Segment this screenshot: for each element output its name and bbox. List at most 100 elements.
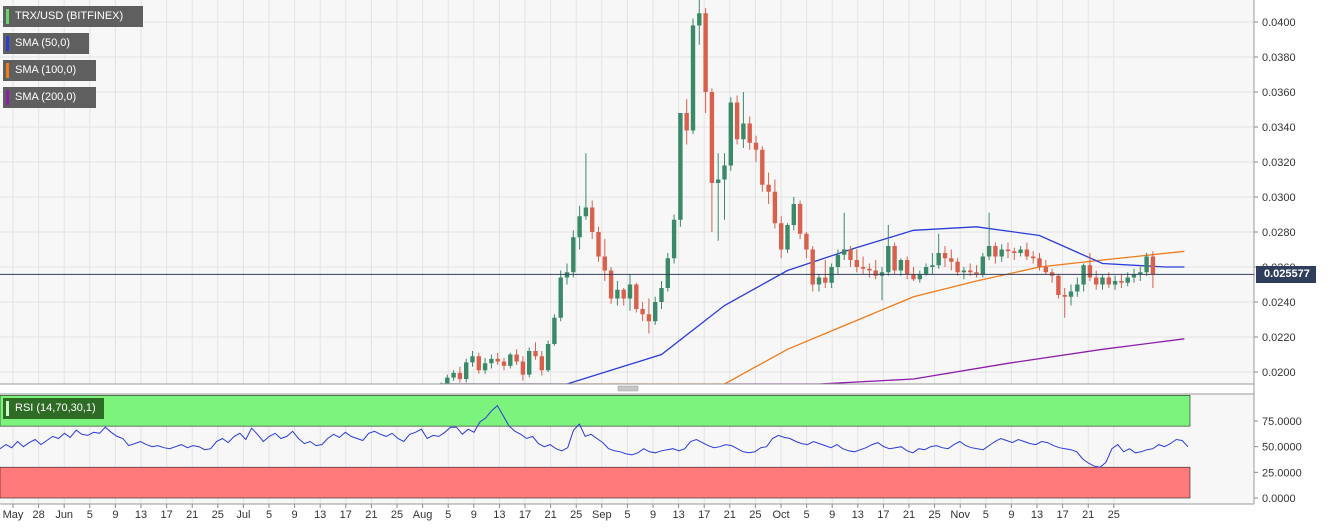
candle-body	[451, 372, 456, 378]
candle-body	[886, 246, 891, 273]
candle	[577, 205, 582, 250]
candle-body	[949, 258, 954, 262]
candle-body	[697, 13, 702, 26]
x-tick-label: 9	[112, 509, 118, 521]
x-tick-label: 13	[672, 509, 684, 521]
x-tick-label: 13	[314, 509, 326, 521]
x-tick-label: 21	[724, 509, 736, 521]
y-tick-label: 0.0280	[1262, 227, 1296, 239]
rsi-tick-label: 75.0000	[1262, 416, 1302, 428]
candle	[848, 246, 853, 267]
candle-body	[659, 288, 664, 302]
candle	[1043, 260, 1048, 274]
legend-sma-200[interactable]: SMA (200,0)	[3, 87, 96, 108]
candle	[785, 223, 790, 253]
legend-sma-100[interactable]: SMA (100,0)	[3, 60, 96, 81]
candle	[1005, 242, 1011, 259]
y-tick-label: 0.0380	[1262, 52, 1296, 64]
last-price-tag: 0.025577	[1256, 266, 1316, 283]
candle	[482, 358, 488, 374]
candle-body	[747, 123, 752, 143]
candle	[520, 356, 526, 381]
candle	[527, 347, 532, 378]
candle-body	[804, 233, 809, 250]
legend-symbol[interactable]: TRX/USD (BITFINEX)	[3, 6, 143, 27]
candle	[955, 258, 960, 276]
candle	[451, 370, 456, 381]
candle-body	[905, 260, 910, 274]
x-tick-label: 17	[698, 509, 710, 521]
candle	[873, 260, 878, 280]
candle	[684, 99, 689, 145]
candle-body	[678, 113, 683, 220]
x-tick-label: 17	[1056, 509, 1068, 521]
candle	[552, 314, 557, 346]
candle-body	[583, 207, 589, 217]
candle-body	[482, 363, 488, 371]
candle	[1024, 242, 1030, 260]
candle	[1119, 274, 1124, 288]
candle	[457, 366, 463, 383]
candle-body	[741, 123, 746, 140]
candle-body	[439, 385, 443, 387]
x-tick-label: 13	[852, 509, 864, 521]
x-tick-label: 28	[32, 509, 44, 521]
candle-body	[999, 249, 1004, 257]
candle	[659, 281, 664, 309]
x-tick-label: 25	[928, 509, 940, 521]
x-tick-label: May	[3, 509, 24, 521]
candle	[665, 253, 670, 292]
candle-body	[930, 265, 935, 267]
candle-body	[816, 277, 822, 285]
y-tick-label: 0.0300	[1262, 192, 1296, 204]
candle	[571, 230, 576, 278]
candle	[653, 296, 658, 325]
candle-body	[671, 219, 677, 259]
candle	[464, 358, 469, 383]
sma-100-line	[441, 250, 1185, 384]
candle-body	[527, 351, 532, 375]
candle	[470, 351, 475, 367]
candle-body	[797, 204, 803, 234]
candle	[1037, 253, 1042, 271]
candle-body	[854, 260, 859, 267]
candle	[867, 263, 872, 278]
candle-body	[961, 270, 967, 273]
candle	[621, 288, 626, 306]
candle	[747, 116, 752, 150]
legend-rsi[interactable]: RSI (14,70,30,1)	[3, 398, 104, 419]
rsi-oversold-zone	[0, 466, 1191, 499]
candle	[501, 358, 507, 371]
x-tick-label: 17	[340, 509, 352, 521]
last-price-value: 0.025577	[1264, 268, 1310, 280]
candle-body	[936, 253, 941, 266]
candle-body	[1024, 249, 1030, 257]
candle	[533, 342, 538, 360]
candle	[842, 212, 847, 260]
candle-body	[1056, 275, 1061, 295]
candle	[772, 179, 778, 229]
candle-body	[1062, 295, 1067, 297]
candle-body	[734, 102, 740, 140]
candle-body	[539, 356, 544, 371]
candle-body	[1150, 256, 1156, 275]
candle-body	[1068, 291, 1074, 297]
x-tick-label: 13	[1031, 509, 1043, 521]
candle	[476, 352, 481, 374]
x-tick-label: Aug	[413, 509, 433, 521]
legend-sma-50[interactable]: SMA (50,0)	[3, 33, 89, 54]
candle-body	[489, 358, 494, 364]
candle	[993, 242, 998, 264]
candle	[797, 200, 803, 239]
candle	[1068, 284, 1074, 306]
candle-body	[986, 246, 992, 257]
pane-resize-handle[interactable]	[617, 385, 639, 392]
candle	[917, 270, 922, 283]
candle	[508, 352, 513, 369]
candle	[1144, 253, 1149, 276]
candle-body	[848, 249, 853, 260]
x-tick-label: Nov	[950, 509, 970, 521]
candle-body	[722, 165, 727, 180]
candle	[942, 246, 948, 267]
